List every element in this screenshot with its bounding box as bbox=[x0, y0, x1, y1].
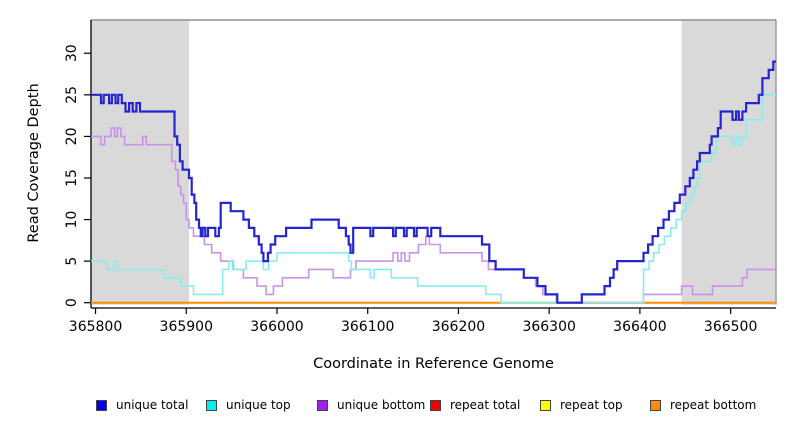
x-tick-label: 366100 bbox=[341, 319, 394, 335]
shaded-region bbox=[91, 21, 189, 305]
legend-swatch bbox=[540, 399, 551, 411]
x-axis-title: Coordinate in Reference Genome bbox=[313, 356, 554, 372]
legend-label: unique bottom bbox=[337, 398, 426, 412]
x-tick-label: 365900 bbox=[160, 319, 213, 335]
x-tick-label: 365800 bbox=[69, 319, 122, 335]
legend-item-repeat-top: repeat top bbox=[540, 397, 623, 413]
x-tick-label: 366000 bbox=[250, 319, 303, 335]
legend-item-repeat-bottom: repeat bottom bbox=[650, 397, 756, 413]
y-tick-label: 25 bbox=[64, 86, 80, 104]
x-tick-label: 366500 bbox=[704, 319, 757, 335]
shaded-region bbox=[681, 21, 776, 305]
legend-label: repeat bottom bbox=[670, 398, 757, 412]
y-tick-label: 30 bbox=[64, 44, 80, 62]
legend-swatch bbox=[96, 399, 107, 411]
y-tick-label: 5 bbox=[64, 257, 80, 266]
series-line-unique-bottom bbox=[91, 127, 776, 304]
y-axis-title: Read Coverage Depth bbox=[26, 83, 42, 243]
legend: unique total unique top unique bottom repea… bbox=[0, 397, 792, 417]
x-tick-label: 366200 bbox=[432, 319, 485, 335]
y-tick-label: 15 bbox=[64, 169, 80, 187]
legend-item-repeat-total: repeat total bbox=[430, 397, 520, 413]
legend-label: repeat top bbox=[560, 398, 623, 412]
y-tick-label: 20 bbox=[64, 127, 80, 145]
legend-swatch bbox=[650, 399, 661, 411]
legend-swatch bbox=[206, 399, 217, 411]
legend-label: unique top bbox=[226, 398, 291, 412]
series-line-unique-total bbox=[91, 60, 776, 304]
legend-item-unique-total: unique total bbox=[96, 397, 188, 413]
legend-swatch bbox=[317, 399, 328, 411]
legend-label: unique total bbox=[116, 398, 189, 412]
legend-swatch bbox=[430, 399, 441, 411]
legend-label: repeat total bbox=[450, 398, 521, 412]
legend-item-unique-bottom: unique bottom bbox=[317, 397, 425, 413]
legend-item-unique-top: unique top bbox=[206, 397, 291, 413]
y-tick-label: 0 bbox=[64, 298, 80, 307]
x-tick-label: 366300 bbox=[522, 319, 575, 335]
x-tick-label: 366400 bbox=[613, 319, 666, 335]
y-tick-label: 10 bbox=[64, 211, 80, 229]
